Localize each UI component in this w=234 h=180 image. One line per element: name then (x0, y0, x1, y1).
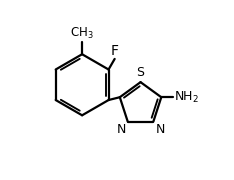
Text: S: S (137, 66, 145, 79)
Text: N: N (155, 123, 165, 136)
Text: F: F (111, 44, 119, 58)
Text: N: N (116, 123, 126, 136)
Text: NH$_2$: NH$_2$ (174, 90, 199, 105)
Text: CH$_3$: CH$_3$ (70, 26, 94, 41)
